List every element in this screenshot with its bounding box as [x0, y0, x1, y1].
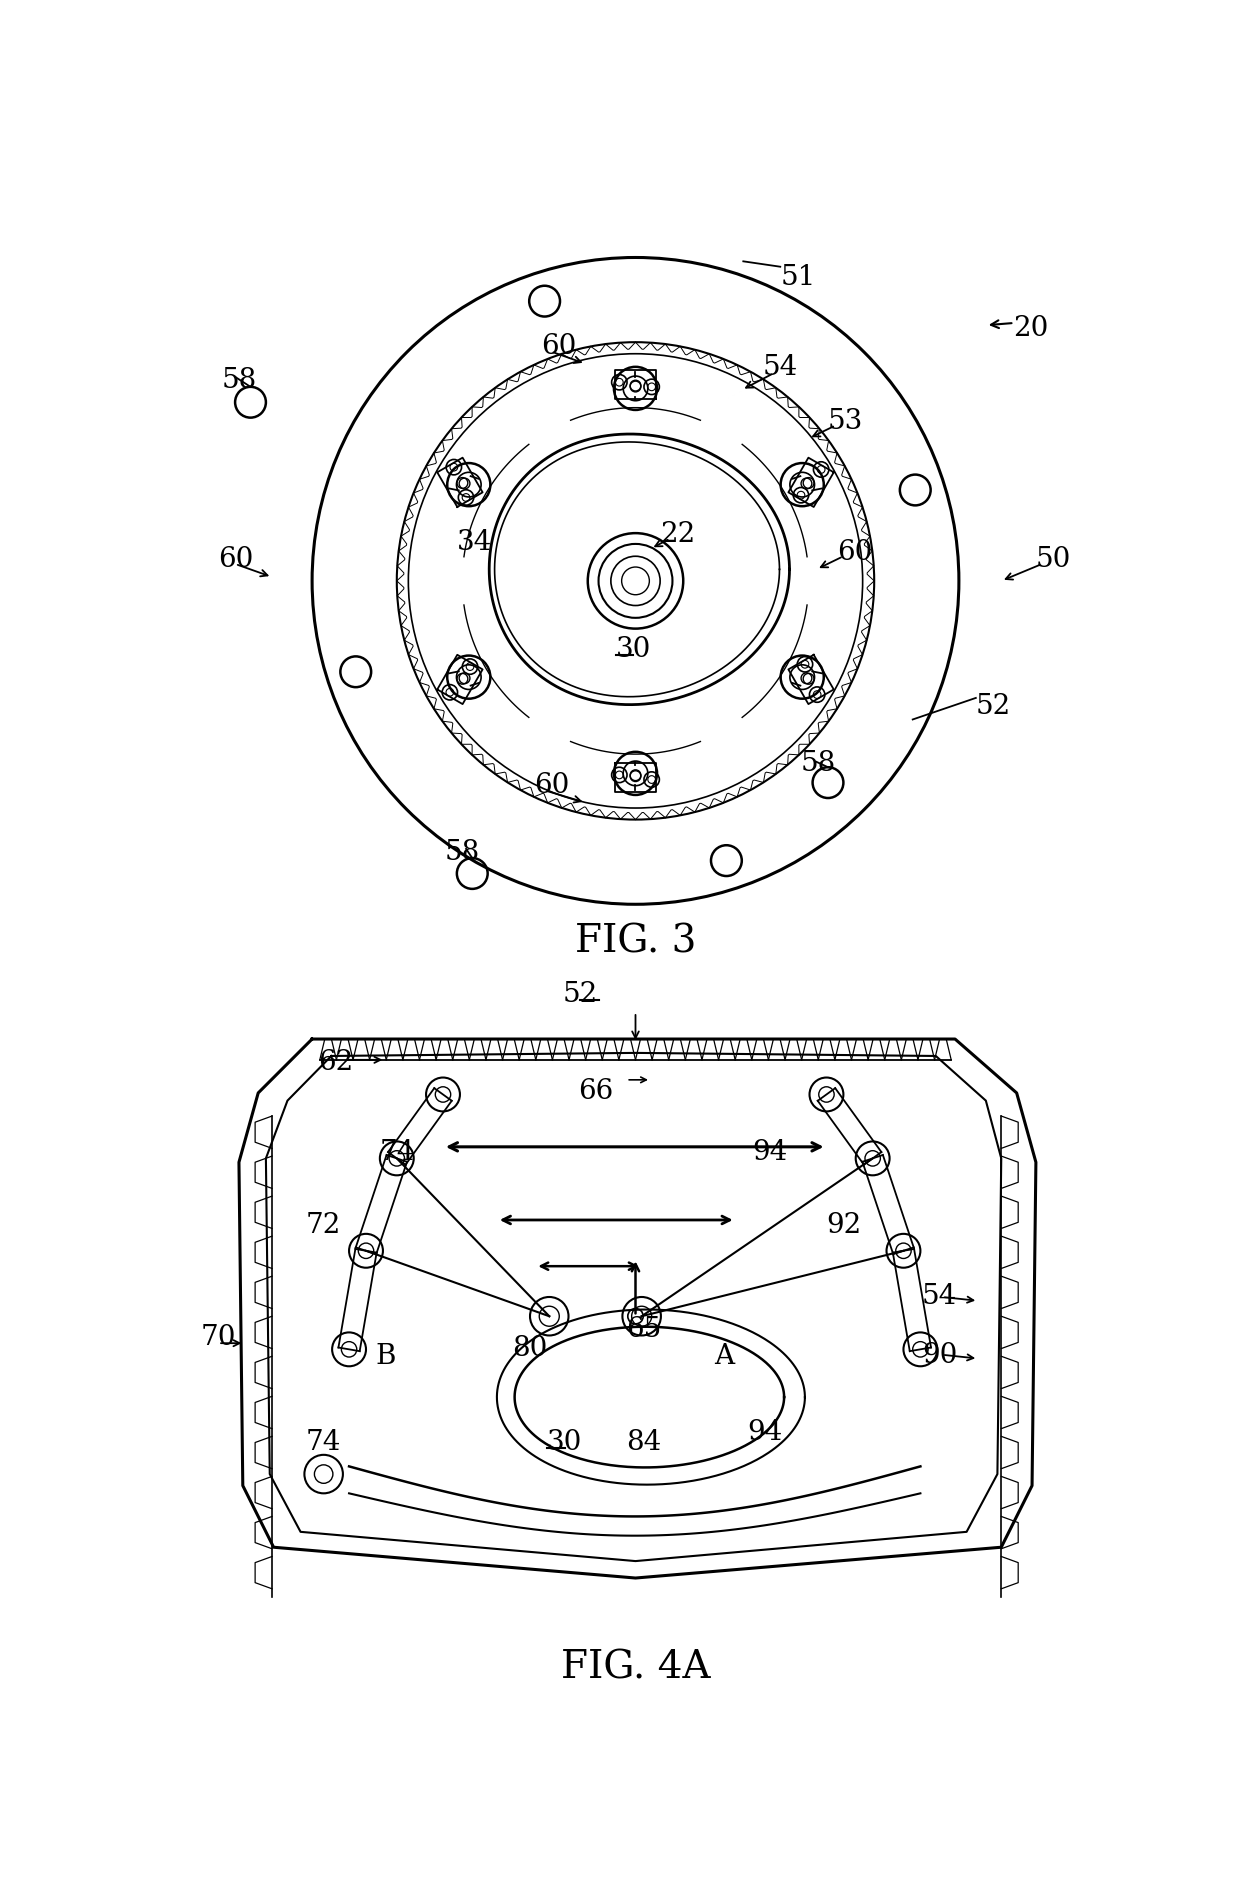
Text: 74: 74 [379, 1139, 415, 1166]
Text: 30: 30 [616, 637, 652, 663]
Text: 80: 80 [512, 1336, 548, 1362]
Text: 60: 60 [542, 332, 577, 361]
Text: 90: 90 [921, 1341, 957, 1370]
Text: 94: 94 [748, 1419, 782, 1445]
Text: 22: 22 [660, 521, 696, 548]
Text: 66: 66 [578, 1077, 613, 1105]
Text: FIG. 3: FIG. 3 [575, 924, 696, 960]
Text: 60: 60 [837, 538, 873, 565]
Text: B: B [376, 1343, 396, 1370]
Text: 60: 60 [534, 773, 569, 799]
Text: 60: 60 [218, 546, 253, 572]
Text: 52: 52 [563, 980, 598, 1009]
Text: 58: 58 [801, 750, 836, 776]
Text: 51: 51 [780, 264, 816, 291]
Text: 74: 74 [306, 1430, 341, 1456]
Text: 54: 54 [763, 353, 797, 382]
Text: 58: 58 [444, 839, 480, 865]
Text: 58: 58 [221, 366, 257, 393]
Text: 84: 84 [626, 1430, 661, 1456]
Text: 50: 50 [1035, 546, 1071, 572]
Text: FIG. 4A: FIG. 4A [560, 1649, 711, 1687]
Text: 62: 62 [319, 1048, 353, 1077]
Text: 94: 94 [753, 1139, 787, 1166]
Text: 34: 34 [456, 529, 492, 555]
Text: 54: 54 [921, 1283, 957, 1311]
Text: 70: 70 [201, 1324, 236, 1351]
Text: 30: 30 [547, 1430, 583, 1456]
Text: 72: 72 [306, 1213, 341, 1239]
Text: 53: 53 [828, 408, 863, 434]
Text: 92: 92 [826, 1213, 862, 1239]
Text: 20: 20 [1013, 315, 1048, 342]
Text: 52: 52 [976, 693, 1011, 720]
Text: A: A [714, 1343, 734, 1370]
Text: 65: 65 [626, 1317, 661, 1343]
